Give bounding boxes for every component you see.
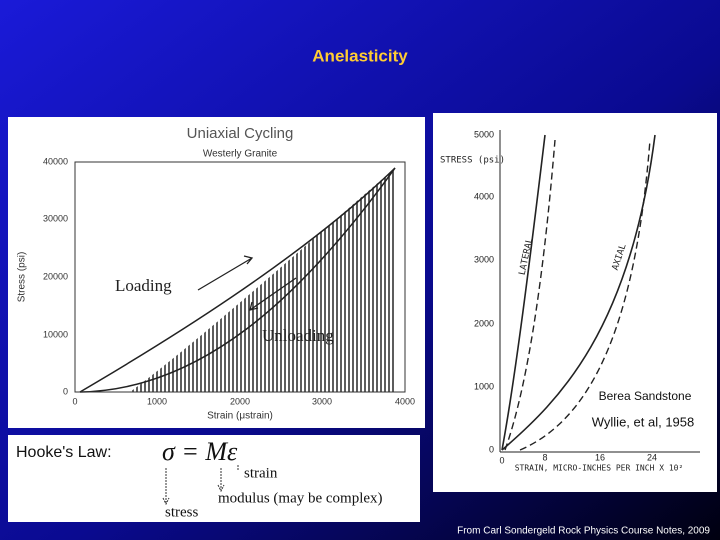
y-tick-label: 4000 <box>474 191 494 201</box>
x-tick-label: 0 <box>72 396 77 406</box>
x-tick-label: 8 <box>542 452 547 462</box>
axial-unload-curve <box>519 139 651 451</box>
x-axis-label: STRAIN, MICRO-INCHES PER INCH X 10² <box>515 464 684 473</box>
source-label: Wyllie, et al, 1958 <box>592 414 695 429</box>
y-axis-label: Stress (psi) <box>17 252 28 303</box>
y-tick-label: 10000 <box>43 329 68 339</box>
figure-panel <box>433 113 717 492</box>
loading-curve <box>79 167 396 393</box>
x-tick-label: 16 <box>595 452 605 462</box>
y-tick-label: 2000 <box>474 318 494 328</box>
x-tick-label: 0 <box>499 455 504 465</box>
box-panel <box>8 435 420 522</box>
slide-title: Anelasticity <box>312 46 408 65</box>
y-tick-label: 1000 <box>474 381 494 391</box>
pointer-lines <box>162 464 239 506</box>
figure-title: Uniaxial Cycling <box>187 125 294 142</box>
right-figure: 0 1000 2000 3000 4000 5000 0 8 16 24 STR… <box>433 113 717 492</box>
unloading-label: Unloading <box>262 326 334 345</box>
y-tick-label: 5000 <box>474 129 494 139</box>
unloading-arrow <box>249 277 297 311</box>
y-tick-label: 0 <box>489 444 494 454</box>
x-axis-label: Strain (μstrain) <box>207 411 273 422</box>
y-axis-label: STRESS (psi) <box>440 156 505 166</box>
lateral-unload-curve <box>504 139 556 451</box>
rock-label: Berea Sandstone <box>599 389 692 403</box>
axial-curve <box>501 134 656 451</box>
hooke-equation: σ = Mε <box>162 437 238 466</box>
unloading-curve <box>79 167 396 393</box>
hooke-label: Hooke's Law: <box>16 444 112 461</box>
y-tick-label: 0 <box>63 386 68 396</box>
hysteresis-area <box>130 168 395 392</box>
left-figure: Uniaxial Cycling Westerly Granite 0 1000… <box>8 117 425 428</box>
x-tick-label: 1000 <box>147 396 167 406</box>
figure-subtitle: Westerly Granite <box>203 149 278 160</box>
x-tick-label: 24 <box>647 452 657 462</box>
hooke-box: Hooke's Law: σ = Mε strain modulus (may … <box>8 435 420 522</box>
x-tick-label: 4000 <box>395 396 415 406</box>
plot-frame <box>74 161 406 393</box>
footer: From Carl Sondergeld Rock Physics Course… <box>457 526 710 537</box>
x-tick-label: 3000 <box>312 396 332 406</box>
modulus-label: modulus (may be complex) <box>218 490 383 506</box>
loading-label: Loading <box>115 276 172 295</box>
lateral-curve <box>501 134 546 451</box>
strain-label: strain <box>244 465 278 481</box>
loading-arrow <box>197 255 254 291</box>
stress-label: stress <box>165 504 198 520</box>
x-tick-label: 2000 <box>230 396 250 406</box>
y-tick-label: 20000 <box>43 271 68 281</box>
y-tick-label: 3000 <box>474 254 494 264</box>
y-tick-label: 30000 <box>43 213 68 223</box>
y-tick-label: 40000 <box>43 156 68 166</box>
